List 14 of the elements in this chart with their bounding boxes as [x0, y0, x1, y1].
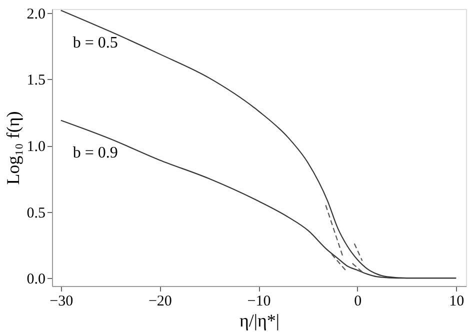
y-tick-label: 0.0 [26, 272, 46, 288]
y-tick-label: 1.0 [26, 139, 46, 156]
series-label: b = 0.9 [72, 144, 118, 162]
y-tick-label: 1.5 [26, 72, 46, 89]
x-axis-title: η/|η*| [239, 310, 280, 330]
x-tick-label: 10 [449, 294, 464, 310]
y-tick-label: 2.0 [26, 6, 46, 22]
y-tick-label: 0.5 [26, 205, 46, 222]
x-tick-label: −30 [50, 294, 74, 310]
x-tick-label: −20 [148, 294, 172, 310]
series-label: b = 0.5 [72, 34, 118, 52]
x-tick-label: −10 [247, 294, 271, 310]
x-tick-label: 0 [354, 294, 362, 310]
y-axis-title: Log₁₀ f(η) [2, 111, 23, 185]
